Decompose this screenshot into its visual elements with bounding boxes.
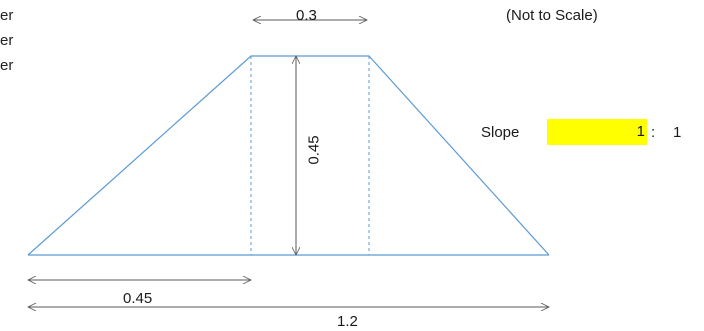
bottom-left-width-label: 0.45 [123,290,153,307]
slope-run-value: 1 [673,124,682,141]
left-text-line-3: er [0,57,14,74]
height-label: 0.45 [305,135,323,165]
not-to-scale-note: (Not to Scale) [506,7,598,24]
left-text-line-1: er [0,7,14,24]
trapezoid-outline [27,55,550,256]
left-text-line-2: er [0,32,14,49]
total-width-label: 1.2 [337,313,358,330]
slope-label: Slope [481,124,520,141]
top-width-label: 0.3 [296,7,317,24]
slope-value-cell[interactable]: 1 [547,119,647,145]
slope-separator: : [651,124,656,141]
trapezoid-diagram [0,0,704,322]
